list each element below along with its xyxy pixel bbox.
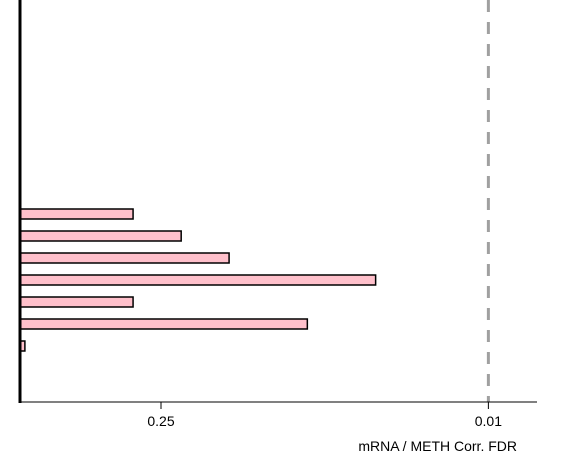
bar xyxy=(19,274,377,286)
bar xyxy=(19,252,230,264)
x-axis-label: mRNA / METH Corr. FDR xyxy=(358,438,517,454)
bar xyxy=(19,318,309,330)
x-tick-label: 0.25 xyxy=(147,413,174,429)
bar xyxy=(19,296,134,308)
bar xyxy=(19,230,182,242)
bar xyxy=(19,208,134,220)
x-tick-label: 0.01 xyxy=(475,413,502,429)
